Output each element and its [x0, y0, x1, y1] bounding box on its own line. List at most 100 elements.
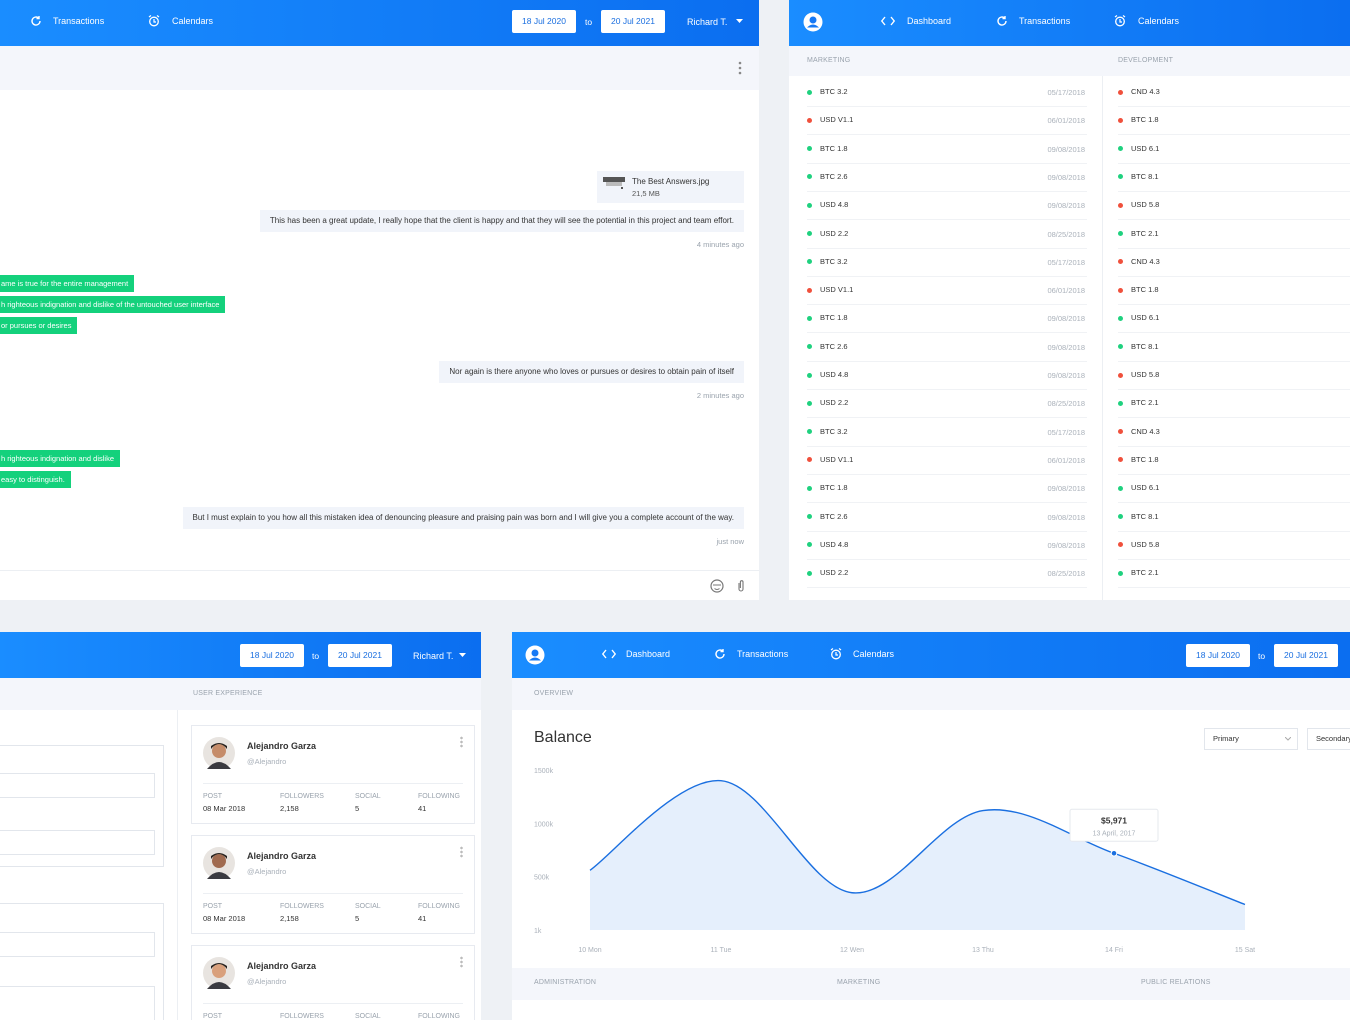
input[interactable] — [0, 932, 155, 957]
row-name: USD V1.1 — [820, 285, 854, 295]
row-name: USD 6.1 — [1131, 313, 1160, 323]
tooltip-value: $5,971 — [1101, 815, 1127, 825]
row-name: CND 4.3 — [1131, 256, 1160, 266]
date-from[interactable]: 18 Jul 2020 — [512, 10, 576, 33]
input-bar[interactable] — [0, 570, 759, 571]
x-tick-label: 14 Fri — [1105, 947, 1123, 954]
row-name: USD V1.1 — [820, 115, 854, 125]
row-name: BTC 1.8 — [1131, 454, 1159, 464]
status-dot — [1118, 570, 1123, 576]
row-date: 06/01/2018 — [1047, 286, 1085, 296]
row-divider — [807, 134, 1087, 136]
row-name: USD 6.1 — [1131, 483, 1160, 493]
date-to[interactable]: 20 Jul 2021 — [328, 644, 392, 667]
avatar-body — [207, 872, 231, 879]
avatar — [203, 957, 235, 989]
nav-link[interactable]: Calendars — [1138, 16, 1180, 26]
input[interactable] — [0, 986, 155, 1020]
date-to[interactable]: 20 Jul 2021 — [601, 10, 665, 33]
nav-link[interactable]: Calendars — [172, 16, 214, 26]
tooltip-date: 13 April, 2017 — [1093, 830, 1136, 837]
user-avatar-icon[interactable] — [525, 645, 545, 665]
profile-handle: @Alejandro — [247, 757, 287, 766]
column-divider — [1102, 76, 1103, 600]
dropdown[interactable]: Secondary — [1307, 728, 1350, 750]
user-menu[interactable]: Richard T. — [687, 17, 728, 27]
row-divider — [1118, 275, 1350, 277]
stat-label: FOLLOWING — [418, 793, 461, 800]
user-menu[interactable]: Richard T. — [413, 651, 454, 661]
row-date: 09/08/2018 — [1047, 144, 1085, 154]
row-divider — [1118, 332, 1350, 334]
message-time: just now — [716, 537, 744, 546]
avatar-hair — [211, 963, 227, 969]
attach-button[interactable] — [737, 579, 745, 593]
status-dot — [807, 259, 812, 265]
nav-link[interactable]: Dashboard — [626, 649, 671, 659]
status-dot — [1118, 259, 1123, 265]
section-title: PUBLIC RELATIONS — [1141, 979, 1211, 986]
user-avatar-icon[interactable] — [803, 12, 823, 32]
nav-link[interactable]: Dashboard — [907, 16, 952, 26]
emoji-button[interactable] — [710, 579, 724, 593]
status-dot — [807, 146, 812, 152]
date-to[interactable]: 20 Jul 2021 — [1274, 644, 1338, 667]
row-divider — [1118, 417, 1350, 419]
status-dot — [807, 117, 812, 123]
status-dot — [1118, 344, 1123, 350]
message-sent: Nor again is there anyone who loves or p… — [439, 361, 744, 383]
row-date: 08/25/2018 — [1047, 399, 1085, 409]
nav-link[interactable]: Calendars — [853, 649, 895, 659]
kebab-menu[interactable] — [738, 61, 742, 75]
avatar-face — [212, 744, 226, 758]
row-name: BTC 1.8 — [1131, 285, 1159, 295]
profile-name: Alejandro Garza — [247, 851, 317, 861]
section-title: OVERVIEW — [534, 690, 574, 697]
row-divider — [1118, 558, 1350, 560]
row-name: USD 5.8 — [1131, 370, 1160, 379]
row-divider — [807, 473, 1087, 475]
row-divider — [1118, 190, 1350, 192]
row-divider — [1118, 247, 1350, 249]
section-title: ADMINISTRATION — [534, 979, 597, 986]
row-name: BTC 8.1 — [1131, 511, 1159, 521]
date-from[interactable]: 18 Jul 2020 — [1186, 644, 1250, 667]
input[interactable] — [0, 830, 155, 855]
row-date: 09/08/2018 — [1047, 540, 1085, 550]
header: 18 Jul 2020 to 20 Jul 2021 Richard T. — [0, 632, 481, 678]
message-time: 4 minutes ago — [696, 240, 744, 249]
nav-link[interactable]: Transactions — [737, 649, 789, 659]
date-from[interactable]: 18 Jul 2020 — [240, 644, 304, 667]
kebab-menu — [460, 736, 463, 748]
message-time: 2 minutes ago — [696, 391, 744, 400]
kebab-menu — [460, 846, 463, 858]
nav-link[interactable]: Transactions — [1019, 16, 1071, 26]
status-dot — [807, 231, 812, 236]
card-divider — [203, 783, 463, 784]
row-divider — [1118, 360, 1350, 362]
area — [590, 780, 1245, 930]
status-dot — [807, 344, 812, 350]
status-dot — [807, 372, 812, 378]
y-tick-label: 1k — [534, 928, 542, 935]
row-divider — [1118, 530, 1350, 532]
row-divider — [807, 106, 1087, 107]
status-dot — [1118, 372, 1123, 378]
stat-label: FOLLOWERS — [280, 793, 324, 800]
row-name: USD 2.2 — [820, 398, 849, 408]
stat-value: 5 — [355, 914, 360, 923]
row-divider — [1118, 106, 1350, 107]
stat-value: 41 — [418, 914, 427, 923]
dropdown[interactable]: Primary — [1204, 728, 1298, 750]
nav-link[interactable]: Transactions — [53, 16, 105, 26]
x-tick-label: 15 Sat — [1235, 947, 1255, 954]
input[interactable] — [0, 773, 155, 798]
card-divider — [203, 1003, 463, 1004]
stat-label: FOLLOWERS — [280, 1013, 324, 1020]
status-dot — [807, 287, 812, 293]
y-tick-label: 500k — [534, 875, 550, 882]
subheader — [512, 678, 1350, 710]
stat-label: POST — [203, 903, 223, 910]
